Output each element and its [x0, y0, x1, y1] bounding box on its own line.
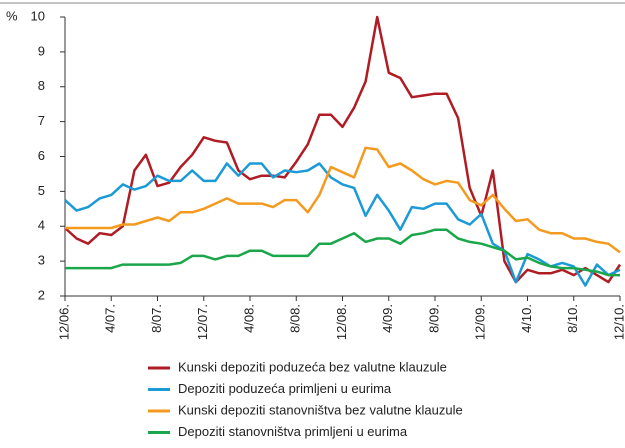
x-tick-label: 12/09.	[473, 304, 488, 340]
y-axis-label: %	[6, 8, 18, 23]
x-tick-label: 4/08.	[241, 304, 256, 333]
y-tick-label: 7	[38, 113, 45, 128]
x-tick-label: 12/07.	[195, 304, 210, 340]
x-tick-label: 12/10.	[611, 304, 625, 340]
y-tick-label: 8	[38, 78, 45, 93]
y-tick-label: 6	[38, 148, 45, 163]
x-tick-label: 8/07.	[149, 304, 164, 333]
x-tick-label: 4/09.	[380, 304, 395, 333]
series-line	[64, 15, 622, 284]
y-tick-label: 9	[38, 43, 45, 58]
series-line	[65, 228, 620, 277]
series-line	[64, 162, 621, 287]
y-tick-label: 3	[38, 253, 45, 268]
y-tick-label: 2	[38, 287, 45, 302]
legend-label: Depoziti poduzeća primljeni u eurima	[178, 381, 392, 396]
x-tick-label: 12/06.	[56, 304, 71, 340]
x-tick-label: 8/08.	[288, 304, 303, 333]
legend-label: Kunski depoziti stanovništva bez valutne…	[178, 402, 463, 417]
legend-label: Kunski depoziti poduzeća bez valutne kla…	[178, 359, 447, 374]
y-tick-label: 4	[38, 218, 45, 233]
legend-label: Depoziti stanovništva primljeni u eurima	[178, 424, 408, 439]
x-tick-label: 4/10.	[519, 304, 534, 333]
y-tick-label: 5	[38, 183, 45, 198]
x-tick-label: 8/09.	[426, 304, 441, 333]
x-tick-label: 12/08.	[334, 304, 349, 340]
y-tick-label: 10	[31, 8, 45, 23]
x-tick-label: 4/07.	[103, 304, 118, 333]
series-line	[65, 146, 621, 254]
x-tick-label: 8/10.	[565, 304, 580, 333]
